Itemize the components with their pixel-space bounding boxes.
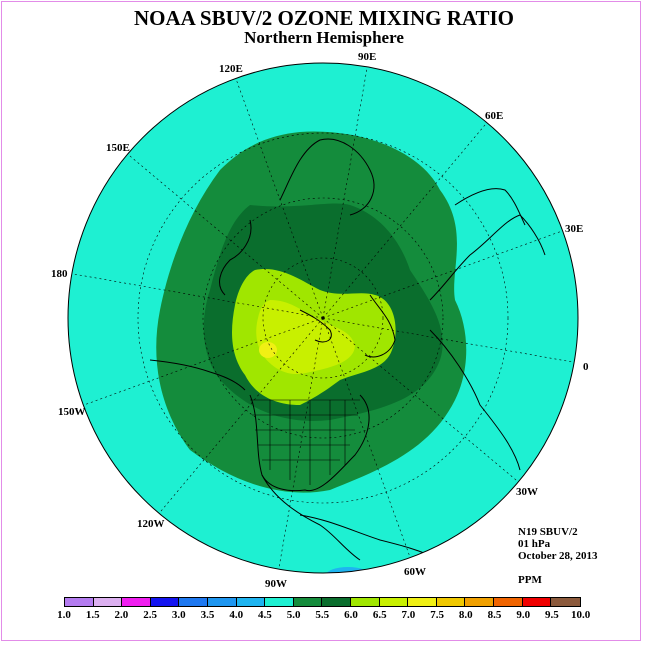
lon-label-90e: 90E xyxy=(358,51,377,63)
colorbar-segment xyxy=(293,598,323,606)
colorbar-tick-label: 5.0 xyxy=(286,609,301,621)
colorbar-tick-label: 6.0 xyxy=(344,609,358,621)
colorbar xyxy=(64,597,581,607)
lon-label-120e: 120E xyxy=(219,63,243,75)
coastlines xyxy=(149,138,546,573)
lon-label-60w: 60W xyxy=(404,566,426,578)
map-title: NOAA SBUV/2 OZONE MIXING RATIO xyxy=(134,6,514,30)
lon-label-180: 180 xyxy=(51,268,68,280)
colorbar-segment xyxy=(350,598,380,606)
colorbar-segment xyxy=(150,598,180,606)
map-boundary xyxy=(67,62,579,574)
colorbar-segment xyxy=(493,598,523,606)
colorbar-tick-label: 9.0 xyxy=(516,609,531,621)
colorbar-segment xyxy=(207,598,237,606)
colorbar-segment xyxy=(436,598,466,606)
colorbar-tick-label: 1.5 xyxy=(85,609,100,621)
lon-label-30w: 30W xyxy=(516,486,538,498)
colorbar-tick-label: 1.0 xyxy=(57,609,71,621)
lon-label-90w: 90W xyxy=(265,578,287,590)
instrument-label: N19 SBUV/2 xyxy=(518,526,578,538)
colorbar-segment xyxy=(522,598,552,606)
date-label: October 28, 2013 xyxy=(518,550,598,562)
colorbar-segment xyxy=(93,598,123,606)
colorbar-segment xyxy=(236,598,266,606)
colorbar-segment xyxy=(322,598,351,606)
colorbar-segment xyxy=(265,598,294,606)
colorbar-tick-label: 4.0 xyxy=(229,609,244,621)
ozone-contour-6-5 xyxy=(256,300,355,375)
colorbar-segment xyxy=(179,598,208,606)
colorbar-tick-label: 5.5 xyxy=(315,609,330,621)
colorbar-tick-label: 8.5 xyxy=(487,609,502,621)
colorbar-tick-label: 9.5 xyxy=(545,609,559,621)
lon-label-150w: 150W xyxy=(58,406,86,418)
colorbar-tick-label: 2.5 xyxy=(143,609,157,621)
lon-label-60e: 60E xyxy=(485,110,504,122)
colorbar-tick-label: 8.0 xyxy=(458,609,473,621)
colorbar-tick-label: 4.5 xyxy=(258,609,272,621)
pressure-level-label: 01 hPa xyxy=(518,538,551,550)
units-label: PPM xyxy=(518,574,542,586)
colorbar-tick-label: 7.0 xyxy=(401,609,416,621)
lon-label-0: 0 xyxy=(583,361,589,373)
colorbar-tick-label: 3.0 xyxy=(171,609,186,621)
colorbar-segment xyxy=(551,598,580,606)
colorbar-tick-label: 6.5 xyxy=(372,609,387,621)
colorbar-tick-label: 2.0 xyxy=(114,609,129,621)
colorbar-segment xyxy=(65,598,94,606)
lon-label-150e: 150E xyxy=(106,142,130,154)
lon-label-30e: 30E xyxy=(565,223,584,235)
colorbar-tick-label: 3.5 xyxy=(200,609,215,621)
lon-label-120w: 120W xyxy=(137,518,165,530)
colorbar-segment xyxy=(465,598,494,606)
na-state-borders xyxy=(250,399,360,485)
colorbar-segment xyxy=(379,598,409,606)
latitude-circles xyxy=(137,132,509,504)
colorbar-tick-label: 7.5 xyxy=(430,609,444,621)
ozone-contour-7-0 xyxy=(259,342,277,358)
colorbar-segment xyxy=(408,598,437,606)
colorbar-tick-label: 10.0 xyxy=(570,609,591,621)
colorbar-segment xyxy=(122,598,151,606)
map-subtitle: Northern Hemisphere xyxy=(244,28,404,47)
